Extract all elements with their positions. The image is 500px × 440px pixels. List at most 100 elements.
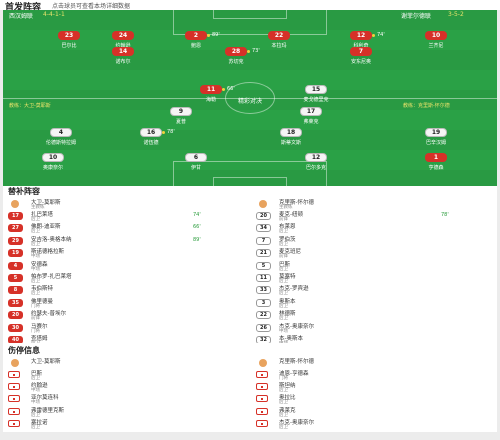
- sub-player-row[interactable]: 17 扎巴莱塔 后卫 74': [5, 210, 245, 222]
- player-marker[interactable]: 15 麦戈德里克: [288, 85, 344, 107]
- sub-player-position: 后卫: [279, 266, 288, 272]
- player-marker[interactable]: 16 诺伍德 78': [123, 128, 179, 150]
- injured-player-position: 后卫: [31, 376, 40, 381]
- sub-player-row[interactable]: 30 马赛尔 门将: [5, 322, 245, 334]
- injury-row[interactable]: 约翰逊 中场: [5, 381, 245, 393]
- player-marker[interactable]: 4 伦德斯特拉姆: [33, 128, 89, 150]
- sub-minute: 89': [212, 32, 220, 38]
- player-marker[interactable]: 23 巴尔比: [41, 31, 97, 53]
- sub-player-number: 29: [8, 236, 23, 245]
- sub-player-row[interactable]: 22 林德斯 后卫: [253, 309, 493, 321]
- player-number: 15: [305, 85, 327, 94]
- sub-player-name: 安吉洛-奥格本纳: [31, 236, 72, 243]
- home-manager-row[interactable]: 大卫-莫耶斯 主教练: [5, 198, 245, 210]
- player-marker[interactable]: 22 本拉玛: [251, 31, 307, 53]
- injured-player-name: 塞拉诺: [31, 419, 48, 426]
- sub-in-minute: 74': [193, 212, 201, 218]
- player-name: 伦德斯特拉姆: [45, 140, 76, 146]
- player-marker[interactable]: 6 伊甘: [168, 153, 224, 175]
- sub-player-row[interactable]: 20 约瑟夫-普埃尔 前锋: [5, 309, 245, 321]
- away-injury-manager[interactable]: 克里斯-怀尔德: [253, 357, 493, 369]
- sub-player-row[interactable]: 8 韦伯斯特 后卫: [5, 284, 245, 296]
- sub-player-name: 莫塞特: [279, 274, 296, 280]
- injury-row[interactable]: 弗雷德里克斯 后卫: [5, 406, 245, 418]
- sub-player-number: 3: [256, 298, 271, 307]
- player-marker[interactable]: 17 弗莱克: [283, 107, 339, 129]
- injury-row[interactable]: 奥拉比 后卫: [253, 393, 493, 405]
- sub-player-number: 27: [8, 224, 23, 233]
- sub-player-number: 11: [256, 274, 271, 282]
- player-marker[interactable]: 9 夏普: [153, 107, 209, 129]
- sub-player-row[interactable]: 19 斯诺德格拉斯 中场: [5, 247, 245, 259]
- player-number: 10: [425, 31, 447, 40]
- sub-player-name: 本-奥斯本: [279, 336, 303, 342]
- sub-player-row[interactable]: 26 杰克-奥康奈尔 中场: [253, 322, 493, 334]
- sub-player-row[interactable]: 27 佛朗-迪亚斯 后卫 66': [5, 222, 245, 234]
- player-marker[interactable]: 14 诺布尔: [95, 47, 151, 69]
- injury-row[interactable]: 迪恩-亨德森 门将: [253, 369, 493, 381]
- sub-player-row[interactable]: 4 安德森 中场: [5, 260, 245, 272]
- player-name: 海勒: [205, 97, 216, 103]
- sub-player-number: 20: [8, 311, 23, 320]
- manager-name: 大卫-莫耶斯: [31, 200, 61, 206]
- player-name: 奥康奈尔: [42, 165, 63, 171]
- sub-player-position: 后卫: [31, 291, 40, 297]
- injury-row[interactable]: 杰克-奥康奈尔 后卫: [253, 418, 493, 430]
- injury-row[interactable]: 斯坦纳 后卫: [253, 381, 493, 393]
- sub-player-row[interactable]: 34 布莱恩 后卫: [253, 222, 493, 234]
- player-marker[interactable]: 12 巴尔多克: [288, 153, 344, 175]
- sub-player-row[interactable]: 33 杰克-罗宾逊 后卫: [253, 284, 493, 296]
- sub-player-position: 前锋: [279, 217, 288, 222]
- sub-minute: 66': [227, 86, 235, 92]
- player-marker[interactable]: 18 斯蒂文斯: [263, 128, 319, 150]
- sub-player-name: 扎巴莱塔: [31, 212, 54, 218]
- player-marker[interactable]: 10 奥康奈尔: [25, 153, 81, 175]
- sub-player-name: 安德森: [31, 261, 48, 268]
- sub-player-row[interactable]: 11 莫塞特 后卫: [253, 272, 493, 284]
- away-manager-row[interactable]: 克里斯-怀尔德 主教练: [253, 198, 493, 210]
- sub-player-position: 后卫: [279, 291, 288, 297]
- sub-player-row[interactable]: 21 麦克班尼 前锋: [253, 247, 493, 259]
- sub-player-row[interactable]: 3 奥斯本 后卫: [253, 297, 493, 309]
- player-marker[interactable]: 11 海勒 66': [183, 85, 239, 107]
- player-marker[interactable]: 10 兰齐尼: [408, 31, 464, 53]
- coach-avatar-icon: [11, 359, 19, 367]
- injury-row[interactable]: 塞拉诺 后卫: [5, 418, 245, 430]
- sub-player-position: 后卫: [31, 241, 40, 247]
- player-marker[interactable]: 24 约翰逊: [95, 31, 151, 53]
- sub-player-row[interactable]: 35 佛里德曼 门将: [5, 297, 245, 309]
- injury-row[interactable]: 弗莱克 后卫: [253, 406, 493, 418]
- sub-player-row[interactable]: 29 安吉洛-奥格本纳 后卫 89': [5, 235, 245, 247]
- injury-icon: [256, 419, 268, 427]
- sub-player-name: 布莱恩: [279, 224, 296, 231]
- sub-player-position: 后卫: [31, 229, 40, 235]
- player-marker[interactable]: 2 鲍恩 89': [168, 31, 224, 53]
- home-injury-manager[interactable]: 大卫-莫耶斯: [5, 357, 245, 369]
- injury-row[interactable]: 巴斯 后卫: [5, 369, 245, 381]
- manager-name: 克里斯-怀尔德: [279, 359, 314, 365]
- away-team-name: 谢菲尔德联: [401, 13, 432, 20]
- player-marker[interactable]: 19 巴辛汉姆: [408, 128, 464, 150]
- injury-icon: [8, 419, 20, 427]
- sub-player-number: 8: [8, 286, 23, 295]
- player-marker[interactable]: 1 亨德森: [408, 153, 464, 175]
- player-name: 兰齐尼: [428, 43, 444, 49]
- injured-player-name: 杰克-奥康奈尔: [279, 419, 314, 426]
- player-name: 巴辛汉姆: [425, 140, 446, 146]
- injury-icon: [8, 407, 20, 415]
- sub-minute: 74': [377, 32, 385, 38]
- injured-player-name: 奥拉比: [279, 395, 296, 402]
- sub-player-row[interactable]: 5 帕布罗-扎巴莱塔 后卫: [5, 272, 245, 284]
- player-marker[interactable]: 28 苏切克 73': [208, 47, 264, 69]
- injured-player-name: 巴斯: [31, 371, 43, 377]
- sub-player-row[interactable]: 20 麦克-纽顿 前锋 78': [253, 210, 493, 222]
- sub-player-row[interactable]: 5 巴斯 后卫: [253, 260, 493, 272]
- player-marker[interactable]: 12 科利奇 74': [333, 31, 389, 53]
- player-marker[interactable]: 7 安东尼奥: [333, 47, 389, 69]
- sub-player-position: 前锋: [279, 254, 288, 260]
- sub-player-row[interactable]: 7 罗伯茨 后卫: [253, 235, 493, 247]
- sub-player-name: 杰克-奥康奈尔: [279, 323, 314, 330]
- section-title-lineup: 首发阵容: [5, 3, 42, 13]
- player-name: 诺伍德: [143, 140, 159, 146]
- injury-row[interactable]: 亚尔莫连科 中场: [5, 393, 245, 405]
